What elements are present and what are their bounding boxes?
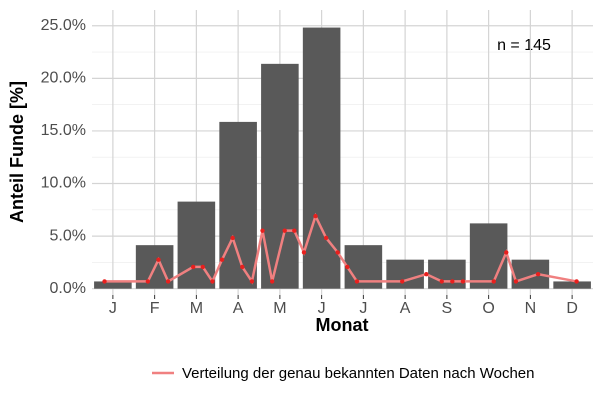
x-tick-label: N: [525, 300, 537, 317]
y-tick-label: 15.0%: [41, 122, 86, 139]
line-point: [450, 279, 455, 284]
line-point: [156, 257, 161, 262]
x-tick-label: F: [150, 300, 160, 317]
line-point: [439, 279, 444, 284]
x-tick-label: M: [190, 300, 203, 317]
y-tick-label: 10.0%: [41, 175, 86, 192]
bar: [553, 281, 591, 289]
line-point: [282, 228, 287, 233]
line-point: [165, 279, 171, 284]
line-point: [345, 264, 350, 270]
line-point: [354, 279, 360, 284]
line-point: [574, 279, 579, 284]
y-tick-label: 0.0%: [50, 280, 86, 297]
line-point: [460, 279, 466, 284]
bar: [469, 223, 508, 289]
line-point: [219, 257, 225, 262]
annotation: n = 145: [497, 37, 551, 54]
y-tick-label: 25.0%: [41, 17, 86, 34]
line-point: [335, 250, 340, 255]
line-point: [424, 271, 429, 277]
bar: [428, 259, 466, 289]
x-tick-label: M: [273, 300, 286, 317]
line-point: [301, 250, 307, 255]
y-tick-label: 20.0%: [41, 70, 86, 87]
line-point: [535, 271, 541, 277]
x-tick-label: D: [566, 300, 578, 317]
bar: [94, 281, 132, 289]
line-point: [260, 228, 265, 233]
x-tick-label: A: [233, 300, 244, 317]
x-tick-label: J: [359, 300, 367, 317]
bar: [302, 27, 341, 289]
line-point: [249, 279, 255, 284]
x-tick-label: A: [400, 300, 411, 317]
x-tick-label: O: [482, 300, 494, 317]
line-point: [240, 264, 245, 270]
line-point: [230, 235, 235, 241]
line-point: [269, 279, 275, 284]
line-point: [323, 235, 329, 241]
x-tick-label: J: [318, 300, 326, 317]
line-point: [313, 213, 318, 219]
x-axis-title: Monat: [316, 315, 369, 335]
line-point: [292, 228, 297, 233]
line-point: [190, 264, 196, 270]
bar: [219, 121, 257, 289]
line-point: [145, 279, 151, 284]
line-point: [210, 279, 215, 284]
line-point: [400, 279, 405, 284]
y-axis-title: Anteil Funde [%]: [7, 81, 27, 223]
bar: [386, 259, 424, 289]
y-tick-label: 5.0%: [50, 227, 86, 244]
x-tick-label: J: [109, 300, 117, 317]
line-point: [491, 279, 496, 284]
line-point: [200, 264, 205, 270]
line-point: [513, 279, 519, 284]
legend-label: Verteilung der genau bekannten Daten nac…: [182, 365, 535, 382]
line-point: [102, 279, 107, 284]
x-tick-label: S: [442, 300, 453, 317]
line-point: [504, 250, 509, 255]
